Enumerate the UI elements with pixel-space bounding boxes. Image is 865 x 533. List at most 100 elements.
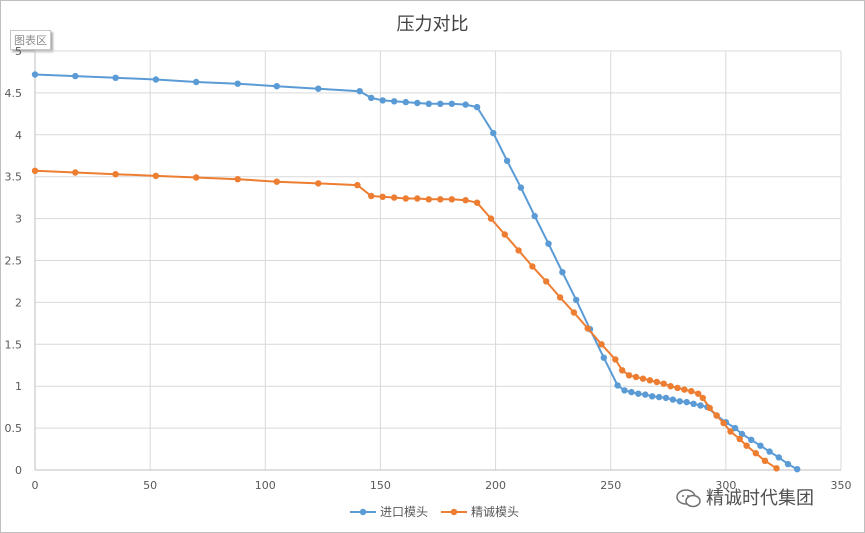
data-point: [727, 428, 734, 435]
data-point: [193, 174, 200, 181]
data-point: [612, 356, 619, 363]
data-point: [646, 377, 654, 384]
x-tick-label: 50: [143, 479, 157, 492]
legend-marker: [359, 508, 367, 516]
data-point: [315, 85, 322, 92]
data-point: [490, 129, 497, 137]
data-point: [368, 192, 375, 200]
data-point: [462, 101, 469, 108]
data-point: [738, 430, 746, 438]
data-point: [402, 98, 409, 106]
data-point: [669, 396, 677, 403]
y-tick-label: 3: [15, 213, 22, 226]
data-point: [614, 382, 621, 389]
data-point: [425, 196, 432, 203]
data-point: [487, 215, 495, 222]
data-point: [628, 388, 635, 396]
chart-title: 压力对比: [396, 14, 469, 35]
data-point: [501, 231, 508, 238]
data-point: [515, 247, 522, 254]
data-point: [757, 442, 764, 449]
data-point: [391, 194, 398, 201]
data-point: [414, 99, 421, 107]
data-point: [662, 394, 670, 402]
data-point: [748, 436, 755, 443]
data-point: [379, 97, 386, 104]
grid-lines: [35, 50, 842, 470]
data-point: [699, 394, 706, 402]
data-point: [425, 100, 432, 108]
x-tick-label: 200: [485, 479, 506, 492]
data-point: [402, 195, 409, 202]
data-point: [152, 172, 160, 180]
legend-item-2[interactable]: 精诚模头: [441, 505, 519, 519]
data-point: [775, 454, 782, 461]
wechat-icon: [676, 489, 701, 508]
data-point: [642, 391, 649, 398]
legend-item-1[interactable]: 进口模头: [350, 505, 428, 519]
data-point: [731, 424, 739, 432]
data-point: [529, 263, 536, 270]
x-tick-label: 100: [255, 479, 276, 492]
data-point: [31, 167, 39, 174]
x-tick-label: 0: [32, 479, 39, 492]
data-point: [653, 378, 660, 386]
data-point: [794, 466, 801, 473]
data-point: [688, 388, 695, 395]
tick-labels: 00.511.522.533.544.550 50 100 150 200 250 300 3…: [5, 45, 852, 492]
y-tick-label: 5: [15, 45, 22, 58]
data-point: [736, 435, 743, 443]
legend-label: 精诚模头: [471, 505, 519, 519]
data-point: [625, 372, 633, 379]
series-1: [31, 71, 801, 473]
data-point: [695, 390, 702, 397]
data-point: [503, 157, 511, 164]
data-point: [632, 373, 640, 381]
data-point: [697, 402, 704, 409]
y-tick-label: 4: [15, 129, 22, 142]
y-tick-label: 2.5: [5, 255, 23, 268]
data-point: [743, 442, 750, 449]
data-point: [600, 354, 607, 361]
data-point: [649, 393, 656, 400]
data-point: [234, 176, 241, 183]
data-point: [368, 94, 375, 102]
x-tick-label: 350: [831, 479, 852, 492]
data-point: [473, 103, 481, 111]
data-point: [545, 240, 552, 247]
data-point: [639, 375, 647, 382]
data-point: [683, 398, 690, 406]
data-point: [31, 71, 39, 78]
data-point: [706, 404, 713, 412]
data-point: [543, 278, 550, 285]
data-point: [766, 448, 773, 455]
data-point: [784, 460, 792, 468]
chart-area-label: 图表区: [10, 30, 51, 50]
data-point: [621, 387, 628, 394]
data-point: [752, 450, 759, 457]
data-point: [584, 325, 591, 332]
y-tick-label: 0: [15, 464, 22, 477]
data-point: [720, 419, 727, 427]
data-point: [112, 74, 119, 82]
data-point: [674, 384, 681, 392]
data-point: [193, 78, 200, 86]
legend[interactable]: 进口模头 精诚模头: [350, 505, 519, 519]
x-tick-label: 250: [600, 479, 621, 492]
data-point: [667, 383, 674, 390]
data-point: [517, 184, 525, 191]
data-point: [379, 193, 386, 200]
x-tick-label: 300: [715, 479, 736, 492]
data-point: [391, 98, 398, 105]
y-tick-label: 0.5: [5, 422, 23, 435]
y-tick-label: 2: [15, 296, 22, 309]
data-point: [448, 100, 455, 108]
y-tick-label: 1.5: [5, 338, 23, 351]
data-point: [72, 169, 79, 176]
data-point: [619, 367, 626, 374]
data-point: [655, 393, 663, 401]
data-point: [473, 199, 481, 206]
data-point: [556, 294, 564, 301]
data-point: [414, 195, 421, 202]
